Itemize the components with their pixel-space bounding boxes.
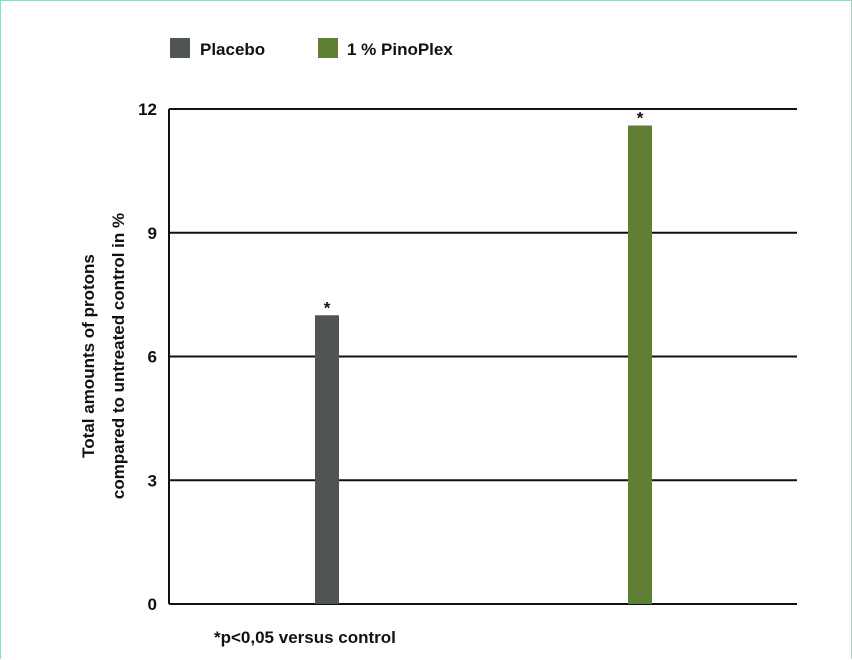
significance-marker: * xyxy=(637,109,644,128)
y-axis-label-line-2: compared to untreated control in % xyxy=(109,213,128,499)
gridlines xyxy=(169,108,797,605)
bar-pinoplex xyxy=(628,125,652,604)
legend-label-placebo: Placebo xyxy=(200,40,265,59)
bar-placebo xyxy=(315,315,339,604)
y-tick-label: 12 xyxy=(138,100,157,119)
bar-annotations: ** xyxy=(324,109,644,318)
y-axis-label-line-1: Total amounts of protons xyxy=(79,254,98,458)
legend-swatch-placebo xyxy=(170,38,190,58)
y-axis-label: Total amounts of protons compared to unt… xyxy=(79,213,128,499)
y-tick-labels: 0 3 6 9 12 xyxy=(138,100,157,614)
legend: Placebo 1 % PinoPlex xyxy=(170,38,453,59)
legend-label-pinoplex: 1 % PinoPlex xyxy=(347,40,453,59)
significance-marker: * xyxy=(324,298,331,317)
y-tick-label: 9 xyxy=(148,224,157,243)
y-tick-label: 0 xyxy=(148,595,157,614)
legend-swatch-pinoplex xyxy=(318,38,338,58)
bars xyxy=(315,125,652,604)
y-tick-label: 6 xyxy=(148,348,157,367)
y-tick-label: 3 xyxy=(148,471,157,490)
footnote: *p<0,05 versus control xyxy=(214,628,396,647)
